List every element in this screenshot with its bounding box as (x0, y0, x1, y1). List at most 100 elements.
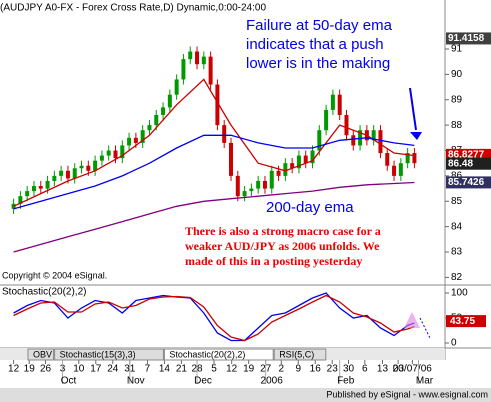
month-label: Feb (337, 376, 355, 387)
x-tick-label: 7 (145, 364, 151, 375)
candle-body (113, 150, 118, 159)
y-tick-label: 100 (451, 288, 468, 299)
price-box (446, 157, 491, 170)
candle-body (303, 155, 308, 164)
tab-label: Stochastic(20(2),2) (169, 349, 245, 359)
candle-body (161, 107, 166, 115)
candle-body (201, 56, 206, 65)
candle-body (52, 175, 57, 181)
value-label: 43.75 (450, 316, 475, 327)
annotation-arrow (409, 87, 417, 131)
month-label: Nov (127, 376, 145, 387)
value-box (446, 315, 486, 328)
candle-body (324, 109, 329, 131)
candle-body (392, 165, 397, 176)
candle-body (235, 175, 240, 197)
copyright: Copyright © 2004 eSignal. (2, 270, 107, 280)
x-tick-label: 10 (73, 364, 85, 375)
price-label: 86.8277 (448, 150, 485, 161)
line (13, 292, 415, 342)
price-box (446, 176, 491, 189)
candle-body (405, 153, 410, 164)
candle-body (154, 114, 159, 126)
x-tick-label: 14 (159, 364, 171, 375)
y-tick-label: 86 (451, 171, 463, 182)
line (13, 294, 415, 342)
candle-body (79, 165, 84, 169)
tab[interactable] (273, 348, 327, 361)
month-label: Dec (194, 376, 212, 387)
candle-body (18, 196, 23, 204)
annotation: Failure at 50-day ema (246, 17, 393, 34)
annotation: made of this in a posting yesterday (185, 254, 362, 268)
candle-body (45, 180, 50, 189)
candle-body (120, 145, 125, 159)
month-label: Mar (416, 376, 434, 387)
candle-body (208, 56, 213, 85)
candle-body (106, 150, 111, 156)
footer: Published by eSignal - www.esignal.com (326, 389, 488, 399)
y-tick-label: 91 (451, 44, 463, 55)
y-tick-label: 83 (451, 247, 463, 258)
x-tick-label: 26 (40, 364, 52, 375)
candle-body (86, 165, 91, 171)
footer-bar (0, 388, 491, 402)
candle-body (228, 142, 233, 176)
annotation: indicates that a push (246, 36, 384, 53)
x-tick-label: 24 (107, 364, 119, 375)
tab[interactable] (163, 348, 274, 361)
candle-body (269, 170, 274, 189)
candle-body (167, 94, 172, 108)
candle-body (140, 130, 145, 143)
tab[interactable] (27, 348, 55, 361)
candle-body (276, 170, 281, 176)
candle-body (72, 168, 77, 179)
candle-body (262, 180, 267, 189)
candle-body (93, 160, 98, 171)
month-label: Oct (61, 376, 77, 387)
candle-body (256, 180, 261, 189)
candle-body (290, 163, 295, 169)
x-tick-label: 12 (226, 364, 238, 375)
tab-label: RSI(5,C) (279, 349, 314, 359)
tab-label: Stochastic(15(3),3) (60, 349, 136, 359)
y-tick-label: 84 (451, 221, 463, 232)
x-tick-label: 03/07/06 (393, 364, 432, 375)
stochastic-marker (404, 312, 420, 328)
x-tick-label: 5 (211, 364, 217, 375)
candle-body (65, 170, 70, 179)
annotation: 200-day ema (266, 199, 354, 216)
y-tick-label: 82 (451, 272, 463, 283)
plot: 8283848586878889909112192631017243171421… (8, 17, 491, 387)
price-label: 91.4158 (448, 33, 485, 44)
candle-body (283, 163, 288, 176)
candle-body (242, 191, 247, 197)
x-tick-label: 2 (278, 364, 284, 375)
candle-body (38, 186, 43, 189)
y-tick-label: 90 (451, 69, 463, 80)
candle-body (296, 155, 301, 169)
candle-body (133, 137, 138, 143)
candle-body (59, 170, 64, 176)
x-tick-label: 13 (377, 364, 389, 375)
candle-body (31, 186, 36, 192)
line (13, 78, 415, 207)
panel-title: Stochastic(20(2),2) (2, 287, 86, 298)
price-label: 85.7426 (448, 177, 485, 188)
tab[interactable] (54, 348, 164, 361)
annotation-arrowhead (410, 132, 422, 140)
x-tick-label: 19 (243, 364, 255, 375)
candle-body (174, 79, 179, 95)
candle-body (337, 94, 342, 115)
price-label: 86.48 (448, 158, 473, 169)
month-label: 2006 (261, 376, 284, 387)
annotation: There is also a strong macro case for a (185, 224, 381, 238)
candle-body (351, 135, 356, 146)
y-tick-label: 89 (451, 94, 463, 105)
x-tick-label: 9 (295, 364, 301, 375)
candle-body (378, 130, 383, 154)
x-tick-label: 6 (362, 364, 368, 375)
candle-body (11, 203, 16, 209)
candle-body (188, 51, 193, 60)
